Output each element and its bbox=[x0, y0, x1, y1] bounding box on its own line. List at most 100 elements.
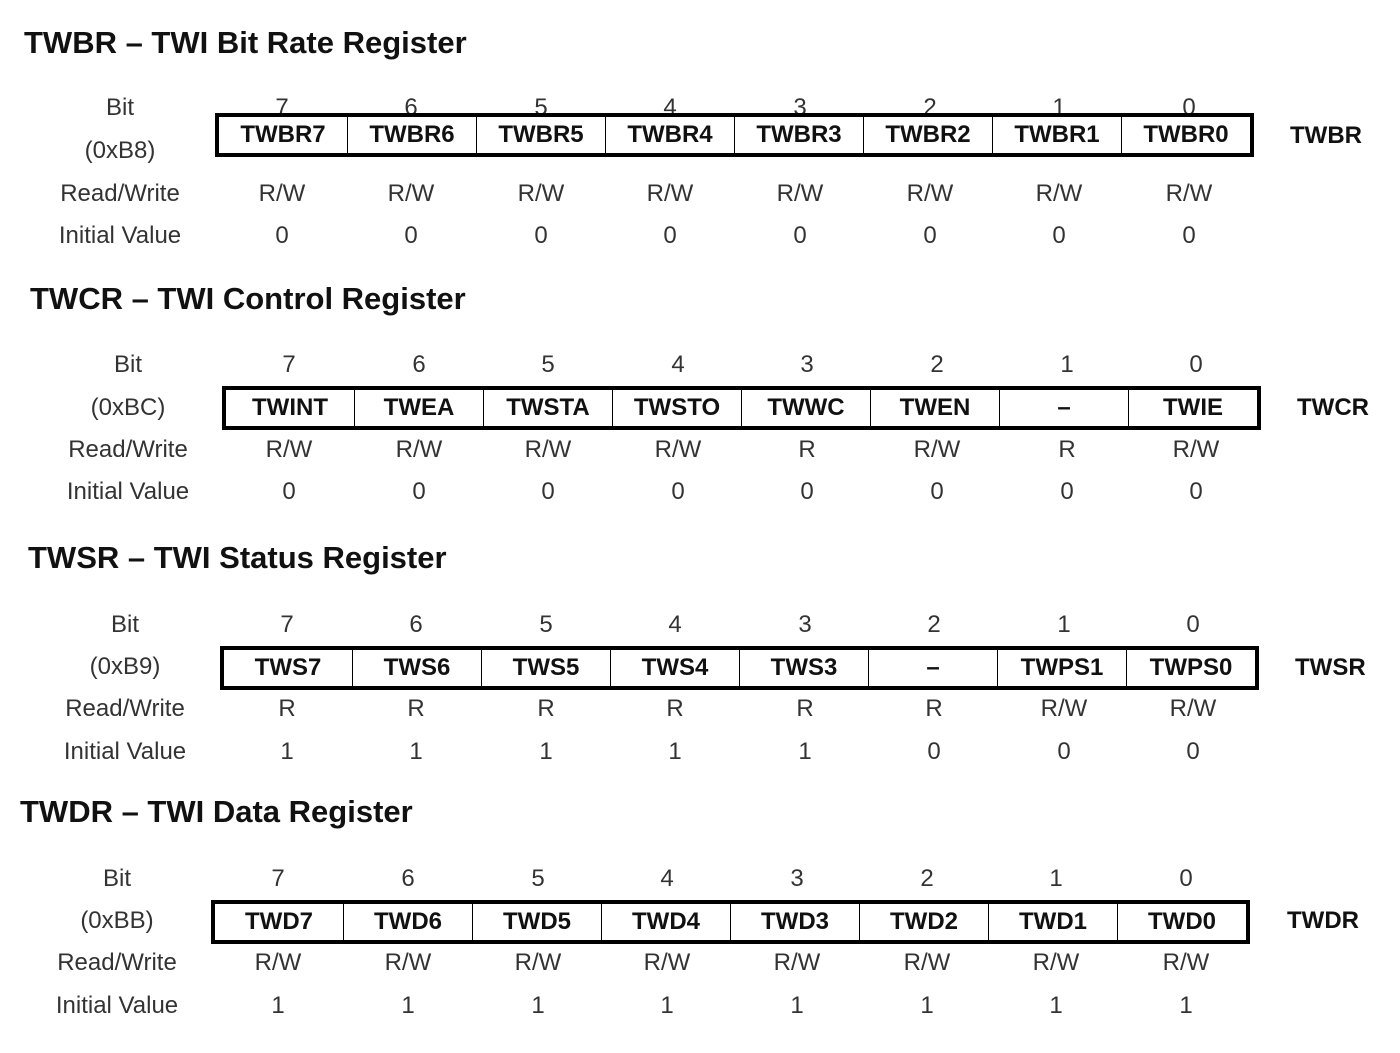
access-value: R/W bbox=[646, 180, 694, 207]
initial-value: 0 bbox=[1057, 738, 1071, 765]
bit-number: 3 bbox=[800, 351, 814, 378]
initial-value: 1 bbox=[271, 992, 285, 1019]
initial-value: 0 bbox=[793, 222, 807, 249]
access-value: R/W bbox=[776, 180, 824, 207]
initial-value: 1 bbox=[401, 992, 415, 1019]
initial-value: 1 bbox=[920, 992, 934, 1019]
bit-field: TWD6 bbox=[344, 904, 473, 940]
bit-field: TWWC bbox=[742, 390, 871, 426]
initial-value: 1 bbox=[798, 738, 812, 765]
bit-field: TWD7 bbox=[215, 904, 344, 940]
register-bit-fields: TWINT TWEA TWSTA TWSTO TWWC TWEN – TWIE bbox=[222, 386, 1261, 430]
initial-value-label: Initial Value bbox=[66, 478, 190, 505]
bit-label: Bit bbox=[102, 865, 131, 892]
access-value: R/W bbox=[903, 949, 951, 976]
initial-value: 0 bbox=[1060, 478, 1074, 505]
bit-number: 0 bbox=[1189, 351, 1203, 378]
access-value: R bbox=[407, 695, 425, 722]
initial-value: 0 bbox=[1052, 222, 1066, 249]
bit-field: TWBR6 bbox=[348, 117, 477, 153]
bit-field: TWIE bbox=[1163, 394, 1223, 421]
access-value: R/W bbox=[254, 949, 302, 976]
bit-field: TWD2 bbox=[860, 904, 989, 940]
bit-field: TWBR1 bbox=[993, 117, 1122, 153]
access-value: R/W bbox=[387, 180, 435, 207]
access-value: R bbox=[278, 695, 296, 722]
register-section-twdr: TWDR – TWI Data Register Bit (0xBB) Read… bbox=[0, 791, 1400, 1031]
bit-label: Bit bbox=[105, 94, 134, 121]
initial-value: 0 bbox=[1189, 478, 1203, 505]
initial-value: 0 bbox=[1182, 222, 1196, 249]
initial-value: 0 bbox=[663, 222, 677, 249]
bit-field: TWSTO bbox=[613, 390, 742, 426]
bit-field: – bbox=[869, 650, 998, 686]
bit-field: TWS3 bbox=[740, 650, 869, 686]
bit-number: 7 bbox=[280, 611, 294, 638]
bit-field: TWS4 bbox=[611, 650, 740, 686]
register-bit-fields: TWBR7 TWBR6 TWBR5 TWBR4 TWBR3 TWBR2 TWBR… bbox=[215, 113, 1254, 157]
register-short-name: TWSR bbox=[1295, 654, 1366, 681]
bit-number: 1 bbox=[1057, 611, 1071, 638]
register-title: TWSR – TWI Status Register bbox=[28, 540, 447, 575]
initial-value: 0 bbox=[541, 478, 555, 505]
bit-number: 1 bbox=[1049, 865, 1063, 892]
access-value: R/W bbox=[1032, 949, 1080, 976]
access-value: R/W bbox=[643, 949, 691, 976]
access-value: R/W bbox=[913, 436, 961, 463]
initial-value: 0 bbox=[282, 478, 296, 505]
bit-field: TWPS0 bbox=[1149, 654, 1233, 681]
initial-value: 0 bbox=[800, 478, 814, 505]
access-value: R/W bbox=[514, 949, 562, 976]
initial-value: 0 bbox=[671, 478, 685, 505]
initial-value: 0 bbox=[923, 222, 937, 249]
access-value: R/W bbox=[524, 436, 572, 463]
read-write-label: Read/Write bbox=[65, 695, 185, 722]
initial-value: 1 bbox=[660, 992, 674, 1019]
bit-number: 5 bbox=[541, 351, 555, 378]
access-value: R/W bbox=[384, 949, 432, 976]
register-section-twsr: TWSR – TWI Status Register Bit (0xB9) Re… bbox=[0, 537, 1400, 777]
access-value: R/W bbox=[654, 436, 702, 463]
bit-field: TWINT bbox=[226, 390, 355, 426]
bit-number: 3 bbox=[790, 865, 804, 892]
initial-value: 0 bbox=[534, 222, 548, 249]
address-label: (0xBC) bbox=[90, 394, 166, 421]
initial-value: 1 bbox=[280, 738, 294, 765]
initial-value: 0 bbox=[412, 478, 426, 505]
bit-number: 0 bbox=[1186, 611, 1200, 638]
bit-number: 1 bbox=[1060, 351, 1074, 378]
bit-field: TWEA bbox=[355, 390, 484, 426]
initial-value: 1 bbox=[539, 738, 553, 765]
initial-value: 0 bbox=[930, 478, 944, 505]
access-value: R bbox=[798, 436, 816, 463]
bit-number: 4 bbox=[671, 351, 685, 378]
access-value: R/W bbox=[1162, 949, 1210, 976]
access-value: R/W bbox=[1035, 180, 1083, 207]
access-value: R/W bbox=[1169, 695, 1217, 722]
access-value: R/W bbox=[258, 180, 306, 207]
register-short-name: TWBR bbox=[1290, 122, 1362, 149]
bit-field: TWD1 bbox=[989, 904, 1118, 940]
access-value: R/W bbox=[906, 180, 954, 207]
access-value: R/W bbox=[517, 180, 565, 207]
access-value: R/W bbox=[773, 949, 821, 976]
bit-number: 6 bbox=[412, 351, 426, 378]
address-label: (0xBB) bbox=[80, 907, 154, 934]
register-short-name: TWDR bbox=[1287, 907, 1359, 934]
bit-number: 2 bbox=[927, 611, 941, 638]
bit-field: TWD4 bbox=[602, 904, 731, 940]
bit-field: TWBR3 bbox=[735, 117, 864, 153]
bit-label: Bit bbox=[113, 351, 142, 378]
bit-field: TWS7 bbox=[224, 650, 353, 686]
bit-number: 7 bbox=[282, 351, 296, 378]
bit-field: TWEN bbox=[871, 390, 1000, 426]
register-bit-fields: TWS7 TWS6 TWS5 TWS4 TWS3 – TWPS1 TWPS0 bbox=[220, 646, 1259, 690]
bit-field: TWS6 bbox=[353, 650, 482, 686]
bit-field: TWD0 bbox=[1148, 908, 1216, 935]
access-value: R/W bbox=[395, 436, 443, 463]
register-bit-fields: TWD7 TWD6 TWD5 TWD4 TWD3 TWD2 TWD1 TWD0 bbox=[211, 900, 1250, 944]
bit-field: TWD5 bbox=[473, 904, 602, 940]
initial-value-label: Initial Value bbox=[55, 992, 179, 1019]
register-title: TWDR – TWI Data Register bbox=[20, 794, 413, 829]
address-label: (0xB9) bbox=[89, 653, 161, 680]
